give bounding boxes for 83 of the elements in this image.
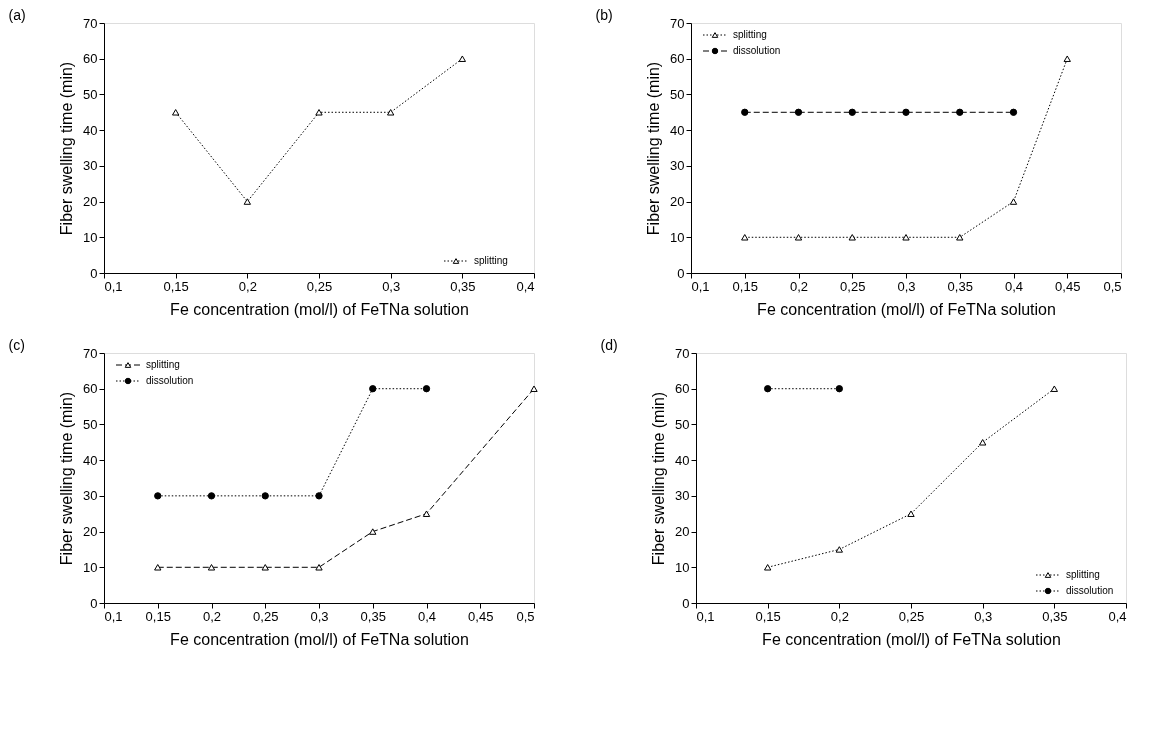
x-tick-label: 0,35 — [450, 278, 476, 294]
y-tick-label: 0 — [682, 595, 690, 611]
chart-title: (b) — [595, 7, 613, 23]
x-tick-label: 0,5 — [516, 608, 535, 624]
y-axis-title: Fiber swelling time (min) — [58, 391, 76, 566]
y-tick-label: 20 — [83, 524, 98, 540]
x-tick-label: 0,4 — [1004, 278, 1024, 294]
y-tick-label: 30 — [670, 158, 685, 174]
y-axis-title: Fiber swelling time (min) — [58, 61, 76, 236]
x-tick-label: 0,35 — [947, 278, 973, 294]
y-tick-label: 0 — [90, 265, 98, 281]
y-tick-label: 10 — [83, 559, 98, 575]
x-axis-title: Fe concentration (mol/l) of FeTNa solution — [762, 630, 1061, 648]
x-tick-label: 0,1 — [104, 608, 123, 624]
y-tick-label: 20 — [675, 524, 690, 540]
x-tick-label: 0,3 — [310, 608, 329, 624]
x-tick-label: 0,2 — [238, 278, 257, 294]
y-tick-label: 30 — [675, 488, 690, 504]
x-tick-label: 0,3 — [382, 278, 401, 294]
x-tick-label: 0,15 — [732, 278, 758, 294]
x-tick-label: 0,25 — [898, 608, 925, 624]
x-tick-label: 0,3 — [897, 278, 916, 294]
y-tick-label: 40 — [83, 122, 98, 138]
y-tick-label: 0 — [677, 265, 685, 281]
x-tick-label: 0,5 — [1103, 278, 1122, 294]
x-tick-label: 0,45 — [1055, 278, 1081, 294]
legend-label: dissolution — [1066, 585, 1114, 596]
y-axis-title: Fiber swelling time (min) — [645, 61, 663, 236]
x-tick-label: 0,15 — [145, 608, 171, 624]
y-tick-label: 50 — [675, 416, 690, 432]
y-tick-label: 20 — [83, 194, 98, 210]
x-tick-label: 0,2 — [789, 278, 809, 294]
x-tick-label: 0,15 — [755, 608, 781, 624]
y-axis-title: Fiber swelling time (min) — [650, 391, 668, 566]
x-tick-label: 0,25 — [306, 278, 333, 294]
x-tick-label: 0,3 — [974, 608, 993, 624]
y-tick-label: 70 — [83, 15, 98, 31]
y-tick-label: 70 — [670, 15, 685, 31]
legend-label: splitting — [733, 29, 767, 40]
y-tick-label: 10 — [675, 559, 690, 575]
x-tick-label: 0,35 — [360, 608, 386, 624]
legend-label: splitting — [474, 255, 508, 266]
y-tick-label: 30 — [83, 158, 98, 174]
x-tick-label: 0,2 — [202, 608, 222, 624]
y-tick-label: 40 — [675, 452, 690, 468]
x-tick-label: 0,25 — [253, 608, 279, 624]
y-tick-label: 10 — [670, 229, 685, 245]
x-tick-label: 0,1 — [696, 608, 715, 624]
y-tick-label: 50 — [83, 86, 98, 102]
legend-label: splitting — [1066, 569, 1100, 580]
chart-title: (a) — [8, 7, 26, 23]
x-tick-label: 0,2 — [830, 608, 849, 624]
x-tick-label: 0,4 — [1108, 608, 1127, 624]
y-tick-label: 0 — [90, 595, 98, 611]
y-tick-label: 70 — [83, 345, 98, 361]
x-tick-label: 0,4 — [417, 608, 437, 624]
x-tick-label: 0,15 — [163, 278, 189, 294]
x-axis-title: Fe concentration (mol/l) of FeTNa solution — [170, 300, 469, 318]
y-tick-label: 50 — [670, 86, 685, 102]
y-tick-label: 10 — [83, 229, 98, 245]
chart-title: (d) — [600, 337, 618, 353]
y-tick-label: 30 — [83, 488, 98, 504]
legend-label: dissolution — [146, 375, 194, 386]
x-tick-label: 0,4 — [516, 278, 535, 294]
chart-title: (c) — [8, 337, 25, 353]
legend-label: splitting — [146, 359, 180, 370]
y-tick-label: 60 — [83, 51, 98, 67]
y-tick-label: 60 — [675, 381, 690, 397]
y-tick-label: 40 — [670, 122, 685, 138]
x-tick-label: 0,35 — [1042, 608, 1068, 624]
y-tick-label: 70 — [675, 345, 690, 361]
y-tick-label: 20 — [670, 194, 685, 210]
x-tick-label: 0,1 — [691, 278, 710, 294]
y-tick-label: 60 — [670, 51, 685, 67]
x-tick-label: 0,25 — [840, 278, 866, 294]
x-axis-title: Fe concentration (mol/l) of FeTNa solution — [170, 630, 469, 648]
x-axis-title: Fe concentration (mol/l) of FeTNa solution — [757, 300, 1056, 318]
legend-label: dissolution — [733, 45, 781, 56]
y-tick-label: 60 — [83, 381, 98, 397]
y-tick-label: 40 — [83, 452, 98, 468]
x-tick-label: 0,1 — [104, 278, 123, 294]
y-tick-label: 50 — [83, 416, 98, 432]
x-tick-label: 0,45 — [468, 608, 494, 624]
